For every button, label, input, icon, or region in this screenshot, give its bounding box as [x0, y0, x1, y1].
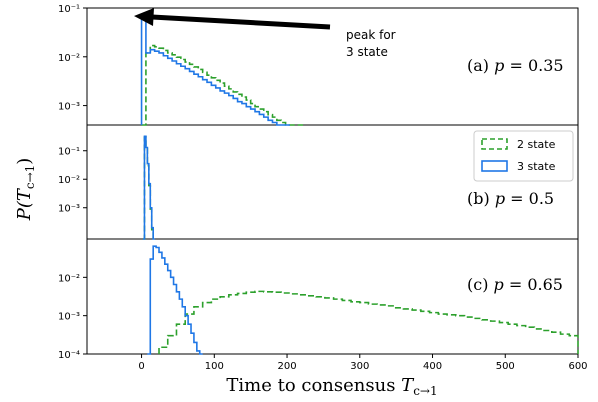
annotation-line-2: 3 state: [346, 45, 388, 59]
panel-c-frame: [86, 238, 579, 355]
legend-label-3-state: 3 state: [517, 160, 556, 173]
tick-layer: 10⁻¹ 10⁻² 10⁻³ 10⁻¹ 10⁻² 10⁻³ 10⁻² 10⁻³ 10⁻⁴ 0 100…: [58, 4, 588, 372]
legend-box: [473, 130, 574, 182]
annotation-line-1: peak for: [346, 28, 396, 42]
annotation-arrow-shaft: [151, 14, 331, 30]
panel-2-ytick-label-1: 10⁻³: [58, 312, 80, 323]
panel-2-ytick-label-2: 10⁻⁴: [58, 350, 80, 361]
xtick-label-1: 100: [205, 361, 224, 372]
y-axis-title: P(Tc→1): [14, 158, 37, 222]
panel-a-label: (a) p = 0.35: [467, 56, 564, 75]
xtick-label-0: 0: [138, 361, 144, 372]
panel-1-ytick-label-0: 10⁻¹: [58, 147, 80, 158]
panel-2-series-3-state: [147, 245, 203, 355]
panel-0-ytick-label-0: 10⁻¹: [58, 4, 80, 15]
panel-0-ytick-label-2: 10⁻³: [58, 102, 80, 113]
xtick-label-3: 300: [350, 361, 369, 372]
panel-c-label: (c) p = 0.65: [467, 275, 563, 294]
panel-0-series-2-state: [141, 44, 304, 126]
xtick-label-2: 200: [277, 361, 296, 372]
panel-1-ytick-label-1: 10⁻²: [58, 175, 80, 186]
annotation-arrowhead: [134, 8, 154, 26]
panel-2-ytick-label-0: 10⁻²: [58, 273, 80, 284]
legend-swatch-3-state: [481, 160, 508, 172]
panel-1-ytick-label-2: 10⁻³: [58, 204, 80, 215]
panel-2-series-2-state: [158, 290, 579, 354]
x-axis-title: Time to consensus Tc→1: [226, 375, 437, 398]
series-layer: [140, 17, 579, 355]
panel-0-ytick-label-1: 10⁻²: [58, 53, 80, 64]
legend-label-2-state: 2 state: [517, 138, 556, 151]
xtick-label-6: 600: [568, 361, 587, 372]
legend: 2 state 3 state: [473, 130, 574, 182]
panel-1-series-3-state: [143, 135, 155, 240]
panel-b-label: (b) p = 0.5: [467, 189, 554, 208]
xtick-label-4: 400: [423, 361, 442, 372]
peak-annotation: peak for 3 state: [134, 8, 396, 59]
panel-0-series-3-state: [140, 17, 290, 126]
xtick-label-5: 500: [496, 361, 515, 372]
legend-swatch-2-state: [481, 138, 508, 150]
